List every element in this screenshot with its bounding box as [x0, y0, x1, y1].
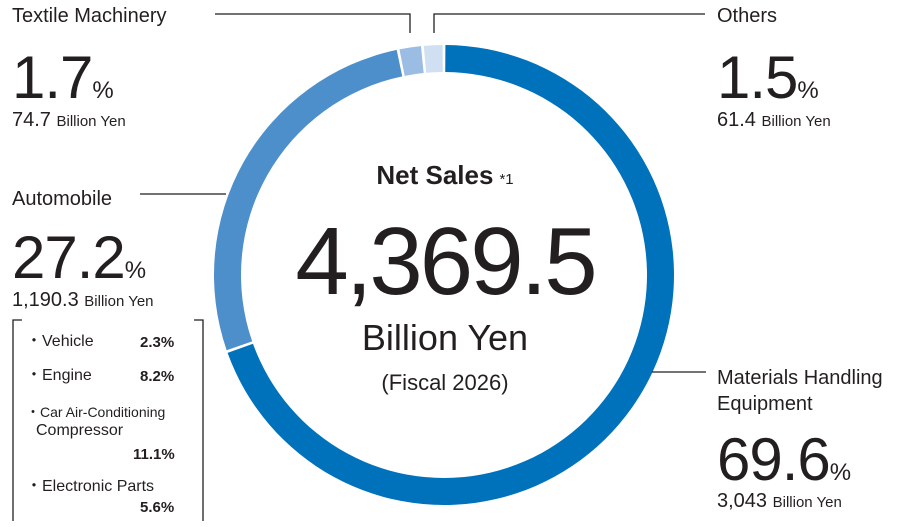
leader-line-textile — [215, 13, 411, 33]
chart-title-note: *1 — [499, 171, 514, 188]
breakdown-bracket — [12, 319, 204, 521]
textile-label: Textile Machinery — [12, 5, 167, 27]
total-value: 4,369.5 — [295, 208, 597, 315]
textile-percent: 1.7% — [12, 44, 114, 111]
chart-title: Net Sales — [376, 160, 494, 190]
breakdown-compressor-value: 11.1% — [133, 446, 175, 463]
others-amount: 61.4 Billion Yen — [717, 109, 831, 131]
donut-slice-textile-machinery — [399, 46, 424, 76]
leader-line-others — [433, 13, 705, 33]
others-label: Others — [717, 5, 778, 27]
mhe-label-line2: Equipment — [717, 393, 813, 415]
automobile-amount: 1,190.3 Billion Yen — [12, 289, 154, 311]
breakdown-engine-value: 8.2% — [140, 368, 175, 385]
others-percent: 1.5% — [717, 44, 819, 111]
mhe-label-line1: Materials Handling — [717, 367, 883, 389]
breakdown-vehicle-value: 2.3% — [140, 334, 175, 351]
center-title: Net Sales *1 — [240, 160, 650, 191]
period-label: (Fiscal 2026) — [381, 370, 509, 395]
breakdown-electronic-label: ・Electronic Parts — [26, 478, 155, 495]
automobile-label: Automobile — [12, 188, 113, 210]
textile-amount: 74.7 Billion Yen — [12, 109, 126, 131]
mhe-amount: 3,043 Billion Yen — [717, 490, 842, 512]
breakdown-compressor-label-1: ・Car Air-Conditioning — [26, 404, 166, 420]
breakdown-vehicle-label: ・Vehicle — [26, 333, 94, 350]
donut-slice-others — [423, 45, 443, 73]
breakdown-engine-label: ・Engine — [26, 367, 92, 384]
donut-segments — [214, 45, 674, 505]
leader-lines — [140, 13, 706, 373]
automobile-percent: 27.2% — [12, 224, 147, 291]
mhe-percent: 69.6% — [717, 426, 852, 493]
total-unit: Billion Yen — [361, 317, 529, 358]
donut-slice-automobile — [214, 49, 403, 351]
breakdown-compressor-label-2: Compressor — [36, 422, 124, 439]
breakdown-electronic-value: 5.6% — [140, 499, 175, 516]
